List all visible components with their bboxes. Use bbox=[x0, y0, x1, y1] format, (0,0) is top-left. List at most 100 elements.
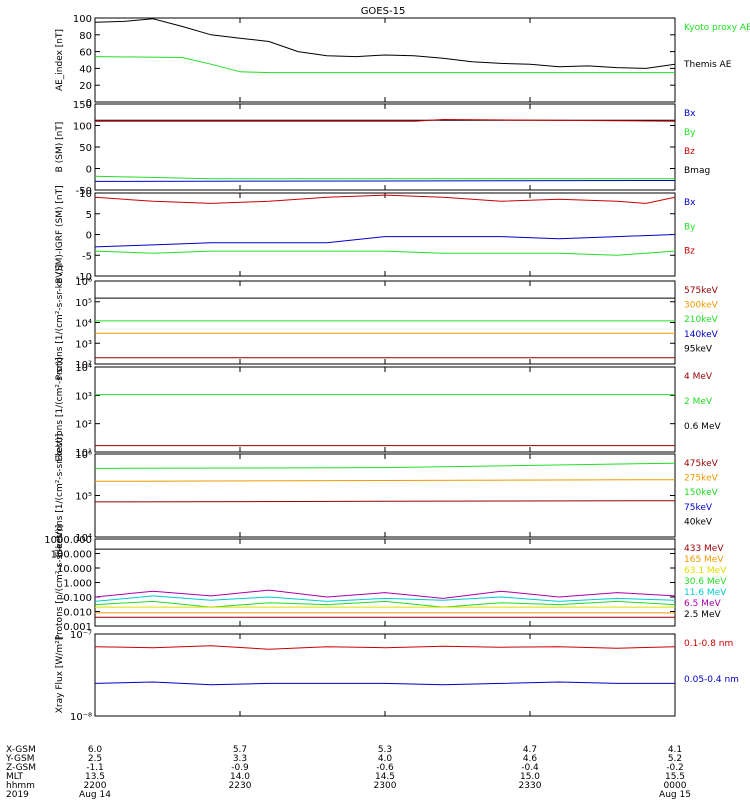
legend-protons2-6: 2.5 MeV bbox=[684, 610, 721, 620]
ytick-label-electrons2: 10⁴ bbox=[75, 533, 92, 544]
legend-bsm-3: Bmag bbox=[684, 166, 710, 176]
legend-xray-1: 0.05-0.4 nm bbox=[684, 675, 739, 685]
orbit-cell: 2230 bbox=[229, 781, 252, 791]
ylabel-electrons1: Electrons [1/(cm²-s-sr)] bbox=[55, 357, 65, 461]
legend-protons2-0: 433 MeV bbox=[684, 544, 724, 554]
legend-protons2-1: 165 MeV bbox=[684, 555, 724, 565]
series-bsm-1 bbox=[95, 118, 676, 122]
series-ae-1 bbox=[94, 56, 675, 74]
orbit-cell: 15.5 bbox=[665, 772, 685, 782]
legend-bsm-2: Bz bbox=[684, 147, 695, 157]
ylabel-electrons2: Electrons [1/(cm²-s-sr-keV)] bbox=[55, 434, 65, 557]
ytick-label-protons2: 1000.000 bbox=[44, 535, 92, 546]
legend-xray-0: 0.1-0.8 nm bbox=[684, 639, 733, 649]
ytick-label-xray: 10⁻⁸ bbox=[70, 712, 92, 723]
ytick-label-electrons2: 10⁵ bbox=[75, 492, 92, 503]
ylabel-ae: AE_index [nT] bbox=[55, 29, 65, 91]
series-protons2-1 bbox=[94, 589, 676, 599]
ytick-label-protons1: 10⁵ bbox=[75, 298, 92, 309]
legend-protons1-4: 95keV bbox=[684, 344, 713, 354]
orbit-cell: 2330 bbox=[519, 781, 542, 791]
ytick-label-bsmigrf: -5 bbox=[82, 251, 92, 262]
orbit-cell: 5.2 bbox=[668, 754, 682, 764]
ytick-label-bsm: 0 bbox=[86, 165, 92, 176]
ytick-label-bsmigrf: 5 bbox=[86, 210, 92, 221]
orbit-cell: 0000 bbox=[664, 781, 687, 791]
ytick-label-electrons1: 10⁴ bbox=[75, 363, 92, 374]
legend-bsm-1: By bbox=[684, 128, 696, 138]
legend-electrons2-0: 475keV bbox=[684, 459, 719, 469]
series-bsmigrf-2 bbox=[94, 250, 676, 256]
ytick-label-ae: 0 bbox=[86, 98, 92, 109]
ytick-label-protons2: 0.001 bbox=[63, 622, 92, 633]
series-xray-0 bbox=[94, 645, 676, 650]
legend-electrons1-1: 2 MeV bbox=[684, 397, 713, 407]
ytick-label-xray: 10⁻⁷ bbox=[70, 630, 92, 641]
ylabel-bsmigrf: B (SM)-IGRF (SM) [nT] bbox=[55, 185, 65, 283]
orbit-label: 2019 bbox=[6, 790, 29, 800]
series-bsm-3 bbox=[94, 180, 676, 182]
ytick-label-protons1: 10⁴ bbox=[75, 319, 92, 330]
legend-ae-1: Themis AE bbox=[683, 60, 732, 70]
orbit-label: MLT bbox=[6, 772, 24, 782]
legend-electrons2-4: 40keV bbox=[684, 517, 713, 527]
orbit-cell: 5.3 bbox=[378, 745, 392, 755]
ylabel-bsm: B (SM) [nT] bbox=[55, 122, 65, 173]
orbit-cell: 5.7 bbox=[233, 745, 247, 755]
orbit-cell: -0.9 bbox=[231, 763, 249, 773]
series-electrons2-2 bbox=[94, 500, 676, 503]
orbit-cell: 3.3 bbox=[233, 754, 247, 764]
panel-frame-ae bbox=[94, 17, 676, 103]
orbit-cell: -1.1 bbox=[86, 763, 104, 773]
ytick-label-protons2: 100.000 bbox=[51, 550, 92, 561]
ytick-label-ae: 60 bbox=[79, 48, 92, 59]
panel-frame-bsmigrf bbox=[94, 192, 676, 277]
orbit-cell: 4.7 bbox=[523, 745, 537, 755]
legend-protons1-2: 210keV bbox=[684, 315, 719, 325]
legend-protons1-3: 140keV bbox=[684, 330, 719, 340]
orbit-cell: 2300 bbox=[374, 781, 397, 791]
ytick-label-bsmigrf: 0 bbox=[86, 231, 92, 242]
orbit-cell: 4.6 bbox=[523, 754, 538, 764]
orbit-cell: -0.6 bbox=[376, 763, 394, 773]
series-bsm-2 bbox=[94, 175, 675, 180]
legend-bsmigrf-2: Bz bbox=[684, 247, 695, 257]
orbit-cell: 13.5 bbox=[85, 772, 105, 782]
orbit-cell: Aug 15 bbox=[659, 790, 691, 800]
legend-electrons2-2: 150keV bbox=[684, 488, 719, 498]
orbit-cell: 4.0 bbox=[378, 754, 393, 764]
ylabel-protons1: Protons [1/(cm²-s-sr-keV)] bbox=[55, 265, 65, 381]
ytick-label-electrons1: 10² bbox=[75, 420, 92, 431]
series-bsmigrf-1 bbox=[94, 234, 676, 248]
orbit-cell: -0.2 bbox=[666, 763, 684, 773]
legend-protons1-0: 575keV bbox=[684, 286, 719, 296]
panel-frame-electrons2 bbox=[94, 453, 676, 538]
legend-electrons2-1: 275keV bbox=[684, 474, 719, 484]
orbit-label: X-GSM bbox=[6, 745, 36, 755]
series-xray-1 bbox=[94, 681, 675, 686]
legend-electrons1-0: 4 MeV bbox=[684, 372, 713, 382]
ytick-label-bsmigrf: -10 bbox=[76, 272, 92, 283]
series-bsmigrf-0 bbox=[94, 194, 676, 204]
orbit-cell: -0.4 bbox=[521, 763, 539, 773]
ytick-label-bsm: 50 bbox=[79, 143, 92, 154]
ytick-label-electrons2: 10⁶ bbox=[75, 450, 92, 461]
orbit-cell: 14.0 bbox=[230, 772, 250, 782]
legend-protons2-2: 63.1 MeV bbox=[684, 566, 727, 576]
ytick-label-ae: 40 bbox=[79, 64, 92, 75]
legend-bsmigrf-1: By bbox=[684, 222, 696, 232]
orbit-cell: 4.1 bbox=[668, 745, 682, 755]
orbit-cell: 6.0 bbox=[88, 745, 103, 755]
ytick-label-electrons1: 10³ bbox=[75, 391, 92, 402]
series-protons2-2 bbox=[94, 595, 676, 602]
ytick-label-protons2: 10.000 bbox=[57, 564, 92, 575]
ytick-label-protons2: 0.100 bbox=[63, 593, 92, 604]
ytick-label-bsm: -50 bbox=[76, 186, 92, 197]
ytick-label-bsm: 150 bbox=[73, 100, 92, 111]
legend-electrons1-2: 0.6 MeV bbox=[684, 422, 721, 432]
chart-title: GOES-15 bbox=[361, 6, 406, 17]
ytick-label-bsmigrf: 10 bbox=[79, 189, 92, 200]
legend-protons1-1: 300keV bbox=[684, 301, 719, 311]
orbit-label: hhmm bbox=[6, 781, 35, 791]
